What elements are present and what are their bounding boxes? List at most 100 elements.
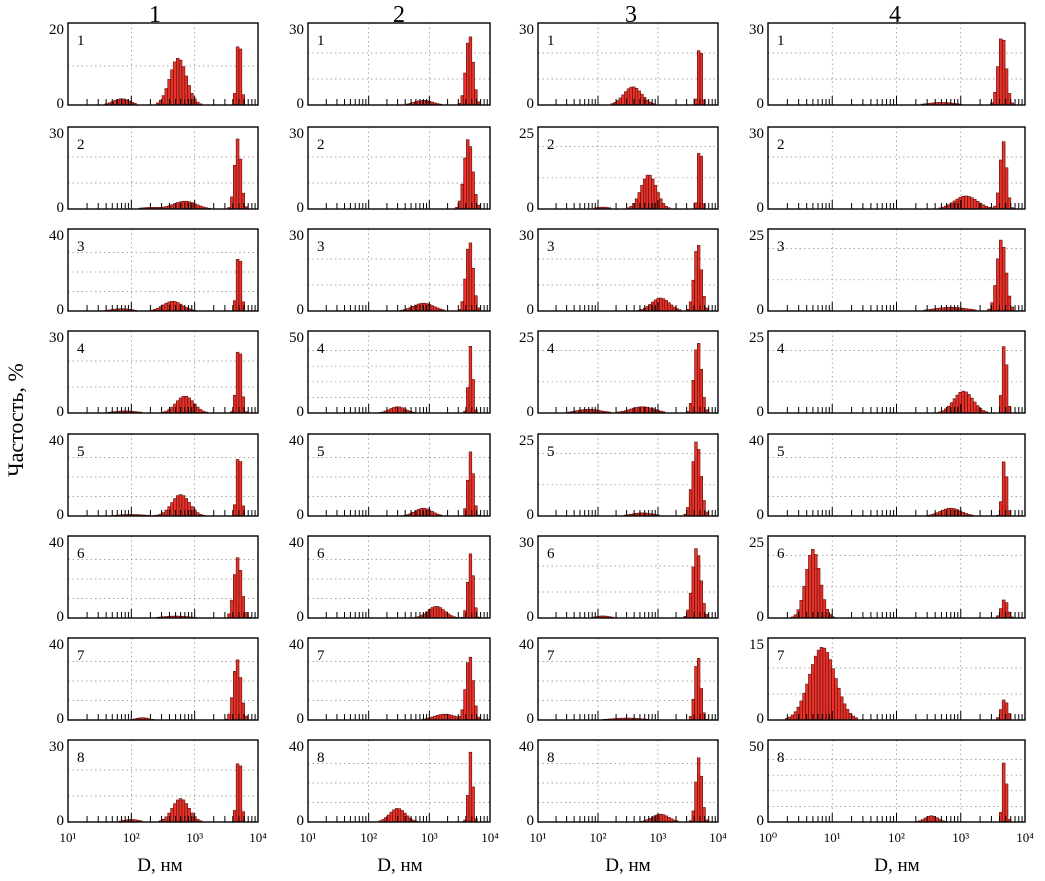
- histogram-bar: [691, 461, 695, 517]
- panel-c4-r4: 25 0 4: [749, 330, 1026, 420]
- histogram-bar: [1001, 699, 1006, 721]
- row-label: 1: [77, 33, 85, 49]
- histogram-bar: [235, 459, 240, 517]
- panel-frame: [307, 433, 491, 517]
- histogram-bar: [694, 98, 698, 106]
- y-max-label: 30: [49, 126, 64, 142]
- panel-frame: [537, 433, 719, 517]
- y-max-label: 40: [519, 637, 534, 653]
- row-label: 5: [77, 444, 85, 460]
- panel-frame: [537, 330, 719, 414]
- histogram-bar: [688, 301, 693, 312]
- histogram-bar: [834, 678, 838, 721]
- row-label: 7: [77, 648, 85, 664]
- histogram-bar: [405, 815, 410, 823]
- histogram-bar: [929, 815, 934, 823]
- row-label: 6: [777, 546, 785, 562]
- y-max-label: 40: [289, 433, 304, 449]
- panel-c1-r7: 40 0 7: [49, 637, 259, 727]
- histogram-bar: [466, 795, 470, 823]
- histogram-bar: [967, 394, 971, 414]
- histogram-bar: [468, 146, 473, 210]
- histogram-bar: [463, 157, 467, 210]
- histogram-bar: [696, 757, 701, 823]
- x-tick-label: 10¹: [824, 830, 841, 845]
- histogram-bar: [444, 611, 448, 619]
- histogram-bar: [436, 714, 440, 721]
- x-axis-label-col-3: D, нм: [605, 855, 650, 876]
- histogram-bar: [238, 677, 243, 721]
- panel-frame: [67, 228, 259, 312]
- histogram-bar: [164, 509, 169, 517]
- row-label: 1: [547, 33, 555, 49]
- panel-frame: [307, 330, 491, 414]
- histogram-bar: [460, 301, 464, 312]
- histogram-bar: [699, 269, 703, 312]
- row-label: 6: [77, 546, 85, 562]
- histogram-bar: [161, 304, 166, 312]
- row-label: 2: [77, 137, 85, 153]
- panel-c3-r5: 25 0 5: [519, 433, 719, 523]
- histogram-bar: [411, 305, 415, 312]
- row-label: 2: [777, 137, 785, 153]
- histogram-bar: [233, 395, 237, 414]
- histogram-bar: [659, 813, 663, 823]
- row-label: 8: [547, 750, 555, 766]
- y-zero-label: 0: [757, 200, 765, 216]
- panel-c3-r1: 30 0 1: [519, 22, 719, 112]
- panel-frame: [537, 126, 719, 210]
- row-label: 7: [777, 648, 785, 664]
- x-axis-label-col-4: D, нм: [874, 855, 919, 876]
- histogram-bar: [972, 199, 977, 210]
- histogram-bar: [121, 98, 126, 106]
- row-label: 4: [77, 341, 85, 357]
- panel-frame: [67, 535, 259, 619]
- histogram-bar: [238, 765, 243, 823]
- row-label: 3: [777, 239, 785, 255]
- y-zero-label: 0: [297, 711, 305, 727]
- histogram-bar: [389, 811, 393, 823]
- histogram-bar: [238, 48, 243, 106]
- histogram-bar: [842, 703, 847, 721]
- column-title-1: 1: [149, 2, 161, 28]
- histogram-bar: [468, 451, 473, 517]
- panel-frame: [537, 228, 719, 312]
- histogram-bar: [634, 198, 639, 210]
- y-max-label: 25: [749, 228, 764, 244]
- y-zero-label: 0: [527, 200, 535, 216]
- histogram-bar: [468, 346, 473, 414]
- histogram-bar: [466, 387, 470, 414]
- panel-frame: [767, 637, 1026, 721]
- histogram-bar: [173, 61, 177, 106]
- panel-c2-r1: 30 0 1: [289, 22, 491, 112]
- histogram-bar: [694, 548, 698, 619]
- y-zero-label: 0: [757, 96, 765, 112]
- y-max-label: 30: [289, 22, 304, 38]
- histogram-bar: [837, 687, 841, 721]
- y-max-label: 40: [289, 535, 304, 551]
- panel-frame: [67, 739, 259, 823]
- histogram-bar: [176, 302, 180, 312]
- panel-c1-r5: 40 0 5: [49, 433, 259, 523]
- histogram-bar: [811, 549, 815, 619]
- panel-frame: [307, 228, 491, 312]
- histogram-bar: [659, 297, 663, 312]
- histogram-bar: [238, 260, 243, 312]
- histogram-bar: [1004, 364, 1009, 414]
- histogram-bar: [696, 50, 701, 106]
- panel-frame: [67, 637, 259, 721]
- histogram-bar: [433, 606, 437, 619]
- histogram-bar: [466, 581, 470, 619]
- histogram-bar: [993, 92, 997, 106]
- histogram-bar: [967, 196, 971, 210]
- y-zero-label: 0: [57, 200, 65, 216]
- y-max-label: 30: [519, 22, 534, 38]
- histogram-bar: [629, 86, 633, 106]
- panel-frame: [767, 739, 1026, 823]
- histogram-bar: [235, 259, 240, 312]
- y-zero-label: 0: [527, 302, 535, 318]
- row-label: 4: [777, 341, 785, 357]
- y-zero-label: 0: [757, 302, 765, 318]
- histogram-bar: [430, 305, 434, 312]
- y-max-label: 25: [519, 433, 534, 449]
